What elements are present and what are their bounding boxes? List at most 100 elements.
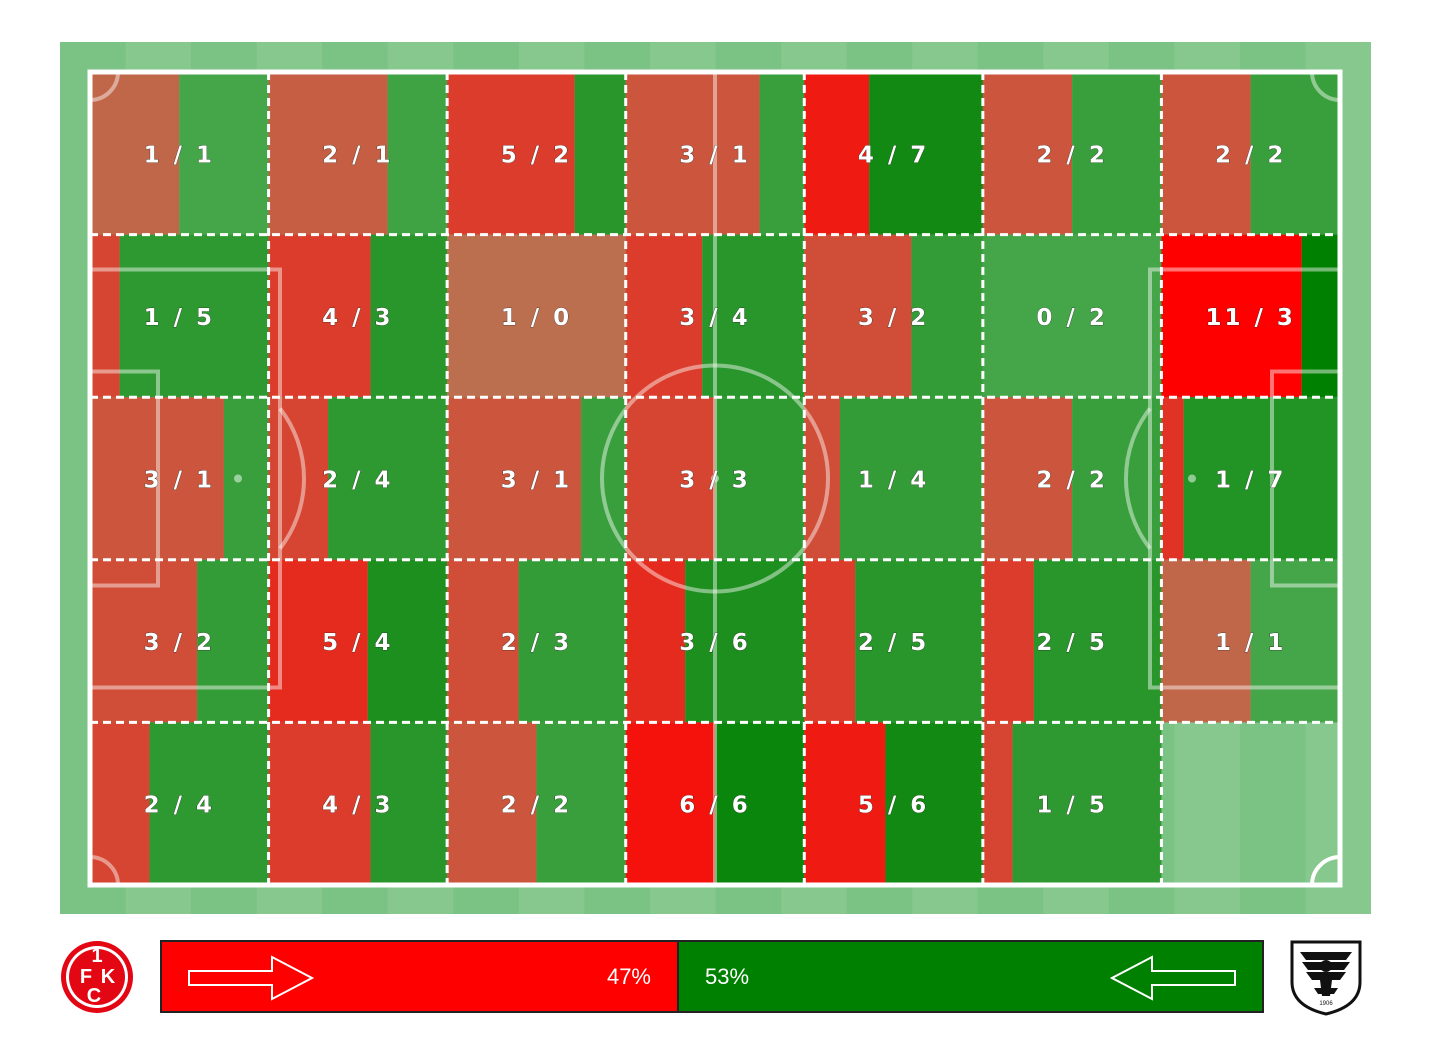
cell-label: 2 / 2 <box>1036 142 1107 168</box>
possession-bar: 47% 53% <box>160 940 1264 1013</box>
cell-label: 2 / 4 <box>144 793 215 819</box>
home-possession-segment: 47% <box>162 942 679 1011</box>
cell-home-bar <box>804 722 886 885</box>
cell-home-bar <box>447 397 582 560</box>
cell-away-bar <box>197 559 269 723</box>
cell-home-bar <box>1161 559 1251 723</box>
cell-home-bar <box>625 559 686 723</box>
cell-away-bar <box>179 72 269 235</box>
cell-home-bar <box>982 397 1073 560</box>
pitch-svg: 1 / 1 2 / 1 5 / 2 3 / 1 4 / 7 2 / 2 2 / 2 1 / 5… <box>60 42 1371 914</box>
away-logo-year: 1906 <box>1319 1001 1333 1007</box>
pitch-heatmap: 1 / 1 2 / 1 5 / 2 3 / 1 4 / 7 2 / 2 2 / 2 1 / 5… <box>60 42 1371 914</box>
cell-away-bar <box>581 397 626 560</box>
cell-home-bar <box>447 234 626 398</box>
cell-label: 6 / 6 <box>679 793 750 819</box>
center-spot <box>711 474 719 483</box>
cell-home-bar <box>447 559 519 723</box>
cell-away-bar <box>982 234 1162 398</box>
cell-home-bar <box>804 559 856 723</box>
eagle-crest-icon: 1906 <box>1290 940 1362 1016</box>
cell-label: 2 / 4 <box>322 468 393 494</box>
home-logo-text-f: F <box>80 966 92 988</box>
corner-arc <box>89 71 120 102</box>
cell-away-bar <box>1301 234 1340 398</box>
corner-arc <box>1310 71 1341 102</box>
home-possession-label: 47% <box>606 963 651 989</box>
cell-home-bar <box>268 397 329 560</box>
cell-away-bar <box>536 722 626 885</box>
cell-label: 2 / 5 <box>1036 630 1107 656</box>
cell-label: 3 / 3 <box>679 468 750 494</box>
cell-label: 3 / 1 <box>501 468 572 494</box>
cell-label: 3 / 1 <box>679 142 750 168</box>
cell-away-bar <box>149 722 269 885</box>
cell-home-bar <box>804 234 912 398</box>
cell-label: 3 / 2 <box>144 630 215 656</box>
cell-label: 5 / 4 <box>322 630 393 656</box>
cell-away-bar <box>685 559 805 723</box>
cell-label: 2 / 1 <box>322 142 393 168</box>
cell-away-bar <box>574 72 626 235</box>
cell-label: 5 / 2 <box>501 142 572 168</box>
cell-label: 5 / 6 <box>858 793 929 819</box>
cell-away-bar <box>387 72 448 235</box>
cell-away-bar <box>1250 559 1340 723</box>
right-penalty-arc <box>1124 407 1152 550</box>
cell-label: 1 / 4 <box>858 468 929 494</box>
away-team-logo: 1906 <box>1288 938 1364 1016</box>
center-circle <box>600 363 830 594</box>
cell-label: 1 / 1 <box>144 142 215 168</box>
cell-away-bar <box>1033 559 1162 723</box>
cell-home-bar <box>982 72 1073 235</box>
cell-away-bar <box>1072 397 1162 560</box>
cell-label: 2 / 5 <box>858 630 929 656</box>
cell-label: 1 / 0 <box>501 305 572 331</box>
cell-away-bar <box>911 234 983 398</box>
cell-label: 2 / 2 <box>1036 468 1107 494</box>
cell-away-bar <box>715 722 805 885</box>
cell-label: 2 / 2 <box>501 793 572 819</box>
corner-arc <box>1310 855 1341 886</box>
cell-away-bar <box>119 234 269 398</box>
cell-home-bar <box>90 722 150 885</box>
cell-label: 3 / 6 <box>679 630 750 656</box>
cell-home-bar <box>90 559 198 723</box>
cell-home-bar <box>625 72 760 235</box>
cell-away-bar <box>367 559 448 723</box>
cell-home-bar <box>1161 234 1302 398</box>
cell-label: 3 / 2 <box>858 305 929 331</box>
cell-home-bar <box>90 397 224 560</box>
cell-home-bar <box>625 234 703 398</box>
cell-label: 3 / 1 <box>144 468 215 494</box>
right-arrow-icon <box>188 955 314 1001</box>
cell-home-bar <box>447 72 575 235</box>
left-penalty-arc <box>278 407 306 550</box>
pitch-boundary <box>87 69 1343 888</box>
away-possession-label: 53% <box>705 963 750 989</box>
cell-home-bar <box>268 559 368 723</box>
cell-home-bar <box>268 722 371 885</box>
cell-away-bar <box>1183 397 1340 560</box>
cell-label: 1 / 1 <box>1215 630 1286 656</box>
cell-home-bar <box>447 722 537 885</box>
cell-home-bar <box>1161 397 1184 560</box>
cell-home-bar <box>804 72 870 235</box>
cell-label: 4 / 7 <box>858 142 929 168</box>
away-possession-segment: 53% <box>679 942 1262 1011</box>
cell-away-bar <box>1250 72 1340 235</box>
cell-label: 0 / 2 <box>1036 305 1107 331</box>
cell-label: 1 / 7 <box>1215 468 1286 494</box>
cell-away-bar <box>370 234 448 398</box>
cell-label: 4 / 3 <box>322 793 393 819</box>
fck-crest-icon: 1 F K C <box>61 941 133 1013</box>
cell-label: 4 / 3 <box>322 305 393 331</box>
cell-home-bar <box>90 234 120 398</box>
cell-away-bar <box>1072 72 1162 235</box>
home-logo-text-k: K <box>101 966 116 988</box>
home-team-logo: 1 F K C <box>60 940 134 1014</box>
cell-home-bar <box>625 397 715 560</box>
cell-away-bar <box>518 559 626 723</box>
corner-arc <box>89 855 120 886</box>
cell-away-bar <box>759 72 805 235</box>
